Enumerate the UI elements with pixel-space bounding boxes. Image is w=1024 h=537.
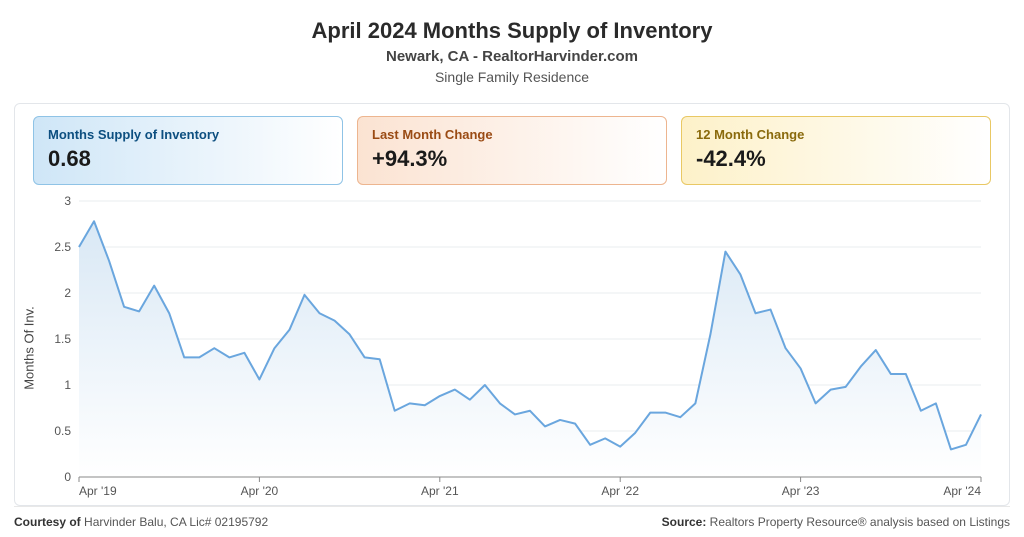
inventory-chart: 0 0.5 1 1.5 2 2.5 3 Apr '19 Apr '20 Apr '21 Apr '2… <box>33 193 991 503</box>
svg-text:Apr '20: Apr '20 <box>241 484 279 498</box>
card-last-month-change: Last Month Change +94.3% <box>357 116 667 185</box>
card-label: 12 Month Change <box>696 127 976 142</box>
main-panel: Months Supply of Inventory 0.68 Last Mon… <box>14 103 1010 506</box>
svg-text:Apr '21: Apr '21 <box>421 484 459 498</box>
page-subtitle2: Single Family Residence <box>0 69 1024 85</box>
y-axis-label: Months Of Inv. <box>22 306 37 390</box>
chart-container: Months Of Inv. 00.511.522.53Apr '19Apr '… <box>33 193 991 503</box>
header: April 2024 Months Supply of Inventory Ne… <box>0 0 1024 93</box>
footer-left-rest: Harvinder Balu, CA Lic# 02195792 <box>81 515 268 529</box>
svg-text:1.5: 1.5 <box>54 332 71 346</box>
card-value: 0.68 <box>48 146 328 172</box>
svg-text:2.5: 2.5 <box>54 240 71 254</box>
svg-text:1: 1 <box>64 378 71 392</box>
card-label: Last Month Change <box>372 127 652 142</box>
svg-text:0.5: 0.5 <box>54 424 71 438</box>
stat-cards: Months Supply of Inventory 0.68 Last Mon… <box>33 116 991 185</box>
card-months-supply: Months Supply of Inventory 0.68 <box>33 116 343 185</box>
card-value: +94.3% <box>372 146 652 172</box>
page-subtitle: Newark, CA - RealtorHarvinder.com <box>0 48 1024 65</box>
svg-text:2: 2 <box>64 286 71 300</box>
footer: Courtesy of Harvinder Balu, CA Lic# 0219… <box>14 506 1010 529</box>
page-title: April 2024 Months Supply of Inventory <box>0 18 1024 44</box>
card-value: -42.4% <box>696 146 976 172</box>
footer-right-rest: Realtors Property Resource® analysis bas… <box>706 515 1010 529</box>
footer-right: Source: Realtors Property Resource® anal… <box>662 515 1010 529</box>
footer-left: Courtesy of Harvinder Balu, CA Lic# 0219… <box>14 515 268 529</box>
svg-text:Apr '23: Apr '23 <box>782 484 820 498</box>
footer-right-bold: Source: <box>662 515 707 529</box>
svg-text:Apr '19: Apr '19 <box>79 484 117 498</box>
svg-text:0: 0 <box>64 470 71 484</box>
svg-text:3: 3 <box>64 194 71 208</box>
svg-text:Apr '24: Apr '24 <box>943 484 981 498</box>
svg-text:Apr '22: Apr '22 <box>601 484 639 498</box>
footer-left-bold: Courtesy of <box>14 515 81 529</box>
card-12-month-change: 12 Month Change -42.4% <box>681 116 991 185</box>
card-label: Months Supply of Inventory <box>48 127 328 142</box>
